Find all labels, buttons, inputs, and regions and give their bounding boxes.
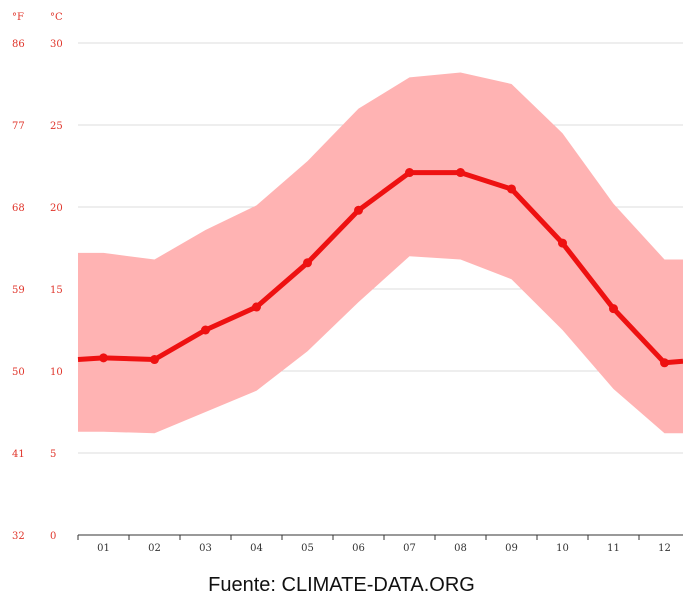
x-tick-label: 08 bbox=[454, 543, 467, 554]
x-tick-label: 03 bbox=[199, 543, 212, 554]
x-tick-label: 04 bbox=[250, 543, 263, 554]
y-tick-label-fahrenheit: 86 bbox=[12, 39, 25, 50]
y-tick-label-fahrenheit: 41 bbox=[12, 449, 25, 460]
x-tick-label: 02 bbox=[148, 543, 161, 554]
y-tick-label-celsius: 25 bbox=[50, 121, 63, 132]
data-point bbox=[405, 168, 414, 178]
y-tick-label-fahrenheit: 68 bbox=[12, 203, 25, 214]
y-tick-label-celsius: 30 bbox=[50, 39, 63, 50]
data-point bbox=[99, 353, 108, 363]
celsius-unit-label: °C bbox=[50, 12, 63, 23]
data-point bbox=[507, 184, 516, 194]
data-point bbox=[609, 304, 618, 314]
data-point bbox=[558, 238, 567, 248]
temperature-range-band bbox=[78, 72, 683, 434]
data-point bbox=[456, 168, 465, 178]
y-tick-label-celsius: 5 bbox=[50, 449, 56, 460]
y-tick-label-celsius: 20 bbox=[50, 203, 63, 214]
source-note: Fuente: CLIMATE-DATA.ORG bbox=[208, 574, 475, 596]
data-point bbox=[252, 302, 261, 312]
fahrenheit-unit-label: °F bbox=[12, 12, 24, 23]
x-tick-label: 01 bbox=[97, 543, 110, 554]
y-tick-label-celsius: 0 bbox=[50, 531, 56, 542]
temperature-chart: 01 02 03 04 05 06 07 08 09 10 11 12 °F °C 0 32 5 41 10 5… bbox=[12, 12, 683, 554]
axis-labels: °F °C 0 32 5 41 10 50 15 59 20 68 25 77 30 86 bbox=[12, 12, 63, 542]
y-tick-label-fahrenheit: 50 bbox=[12, 367, 25, 378]
y-tick-label-celsius: 10 bbox=[50, 367, 63, 378]
y-tick-label-fahrenheit: 59 bbox=[12, 285, 25, 296]
y-tick-label-celsius: 15 bbox=[50, 285, 63, 296]
x-tick-label: 11 bbox=[607, 543, 620, 554]
x-tick-label: 09 bbox=[505, 543, 518, 554]
data-point bbox=[201, 325, 210, 335]
data-point bbox=[150, 355, 159, 365]
x-axis: 01 02 03 04 05 06 07 08 09 10 11 12 bbox=[77, 534, 683, 554]
data-points bbox=[99, 168, 669, 368]
x-tick-label: 07 bbox=[403, 543, 416, 554]
data-point bbox=[660, 358, 669, 368]
x-tick-label: 05 bbox=[301, 543, 314, 554]
x-tick-label: 06 bbox=[352, 543, 365, 554]
data-point bbox=[303, 258, 312, 268]
y-tick-label-fahrenheit: 77 bbox=[12, 121, 25, 132]
x-tick-label: 10 bbox=[556, 543, 569, 554]
data-point bbox=[354, 205, 363, 215]
average-temperature-line bbox=[77, 170, 683, 366]
y-tick-label-fahrenheit: 32 bbox=[12, 531, 25, 542]
x-tick-label: 12 bbox=[658, 543, 671, 554]
